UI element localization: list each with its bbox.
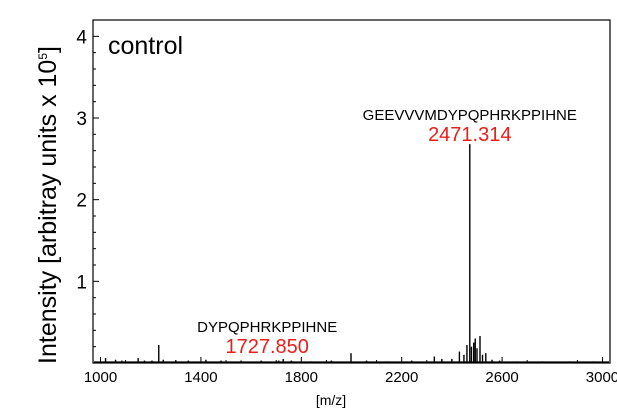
x-axis-title: [m/z] xyxy=(316,392,346,408)
peak-sequence-label: GEEVVVMDYPQPHRKPPIHNE xyxy=(363,107,577,124)
peak-sequence-label: DYPQPHRKPPIHNE xyxy=(197,319,337,336)
x-tick-label: 1800 xyxy=(285,369,318,386)
x-tick-label: 3000 xyxy=(586,369,617,386)
y-axis-title-main: Intensity [arbitray units x 10 xyxy=(34,60,62,364)
plot-frame xyxy=(92,19,611,364)
spectrum-trace xyxy=(94,144,609,363)
panel-label: control xyxy=(108,32,183,60)
x-axis: 1000 1400 1800 2200 2600 3000 xyxy=(84,357,617,386)
x-tick-label: 1000 xyxy=(84,369,117,386)
peak-mass-label: 1727.850 xyxy=(225,336,308,358)
y-tick-label: 4 xyxy=(76,27,87,48)
y-tick-label: 3 xyxy=(76,109,87,130)
y-axis-title: Intensity [arbitray units x 105] xyxy=(34,46,62,364)
y-axis-title-suffix: ] xyxy=(34,46,62,53)
y-axis-title-exponent: 5 xyxy=(36,53,50,60)
x-tick-label: 1400 xyxy=(184,369,217,386)
x-tick-label: 2200 xyxy=(385,369,418,386)
y-axis: 1 2 3 4 xyxy=(76,27,99,348)
x-tick-label: 2600 xyxy=(485,369,518,386)
y-tick-label: 1 xyxy=(76,272,87,293)
y-tick-label: 2 xyxy=(76,191,87,212)
peak-mass-label: 2471.314 xyxy=(428,124,511,146)
